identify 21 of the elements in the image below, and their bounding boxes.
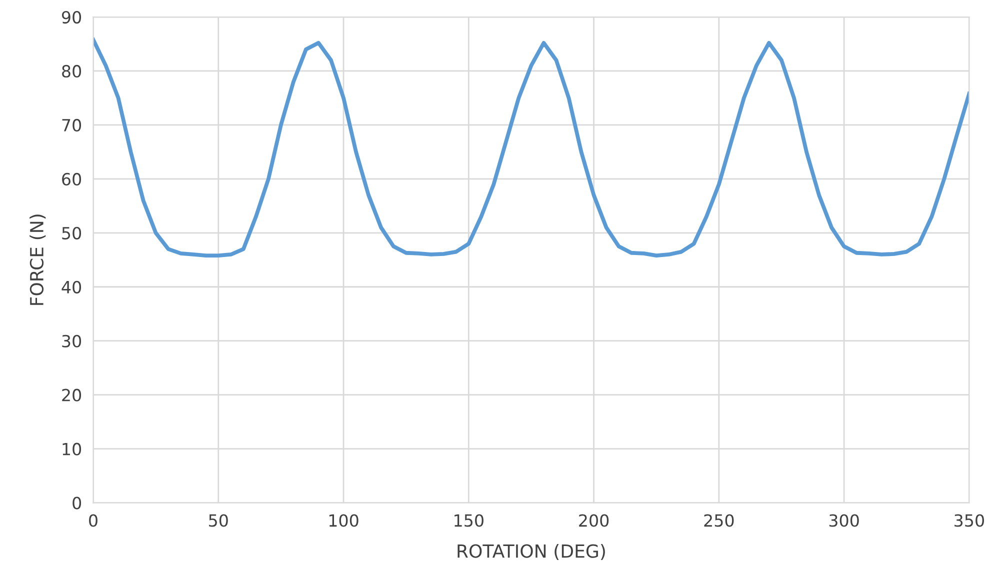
y-tick-label: 10	[62, 442, 82, 456]
y-tick-label: 40	[62, 280, 82, 294]
y-tick-label: 0	[72, 496, 82, 510]
x-tick-label: 100	[329, 514, 358, 527]
y-tick-label: 90	[62, 10, 82, 24]
y-tick-label: 80	[62, 64, 82, 78]
x-tick-label: 300	[829, 514, 859, 527]
x-tick-label: 350	[954, 514, 984, 527]
x-tick-label: 50	[209, 514, 228, 527]
y-tick-label: 20	[62, 388, 82, 402]
x-tick-label: 200	[579, 514, 609, 527]
x-axis-title: ROTATION (DEG)	[458, 544, 605, 560]
y-axis-title: FORCE (N)	[30, 214, 46, 305]
y-tick-label: 70	[62, 118, 82, 132]
x-tick-label: 250	[704, 514, 734, 527]
y-tick-label: 50	[62, 226, 82, 240]
y-tick-label: 30	[62, 334, 82, 348]
line-series	[93, 38, 970, 258]
x-tick-label: 0	[89, 514, 98, 527]
y-tick-label: 60	[62, 172, 82, 186]
x-tick-label: 150	[454, 514, 484, 527]
